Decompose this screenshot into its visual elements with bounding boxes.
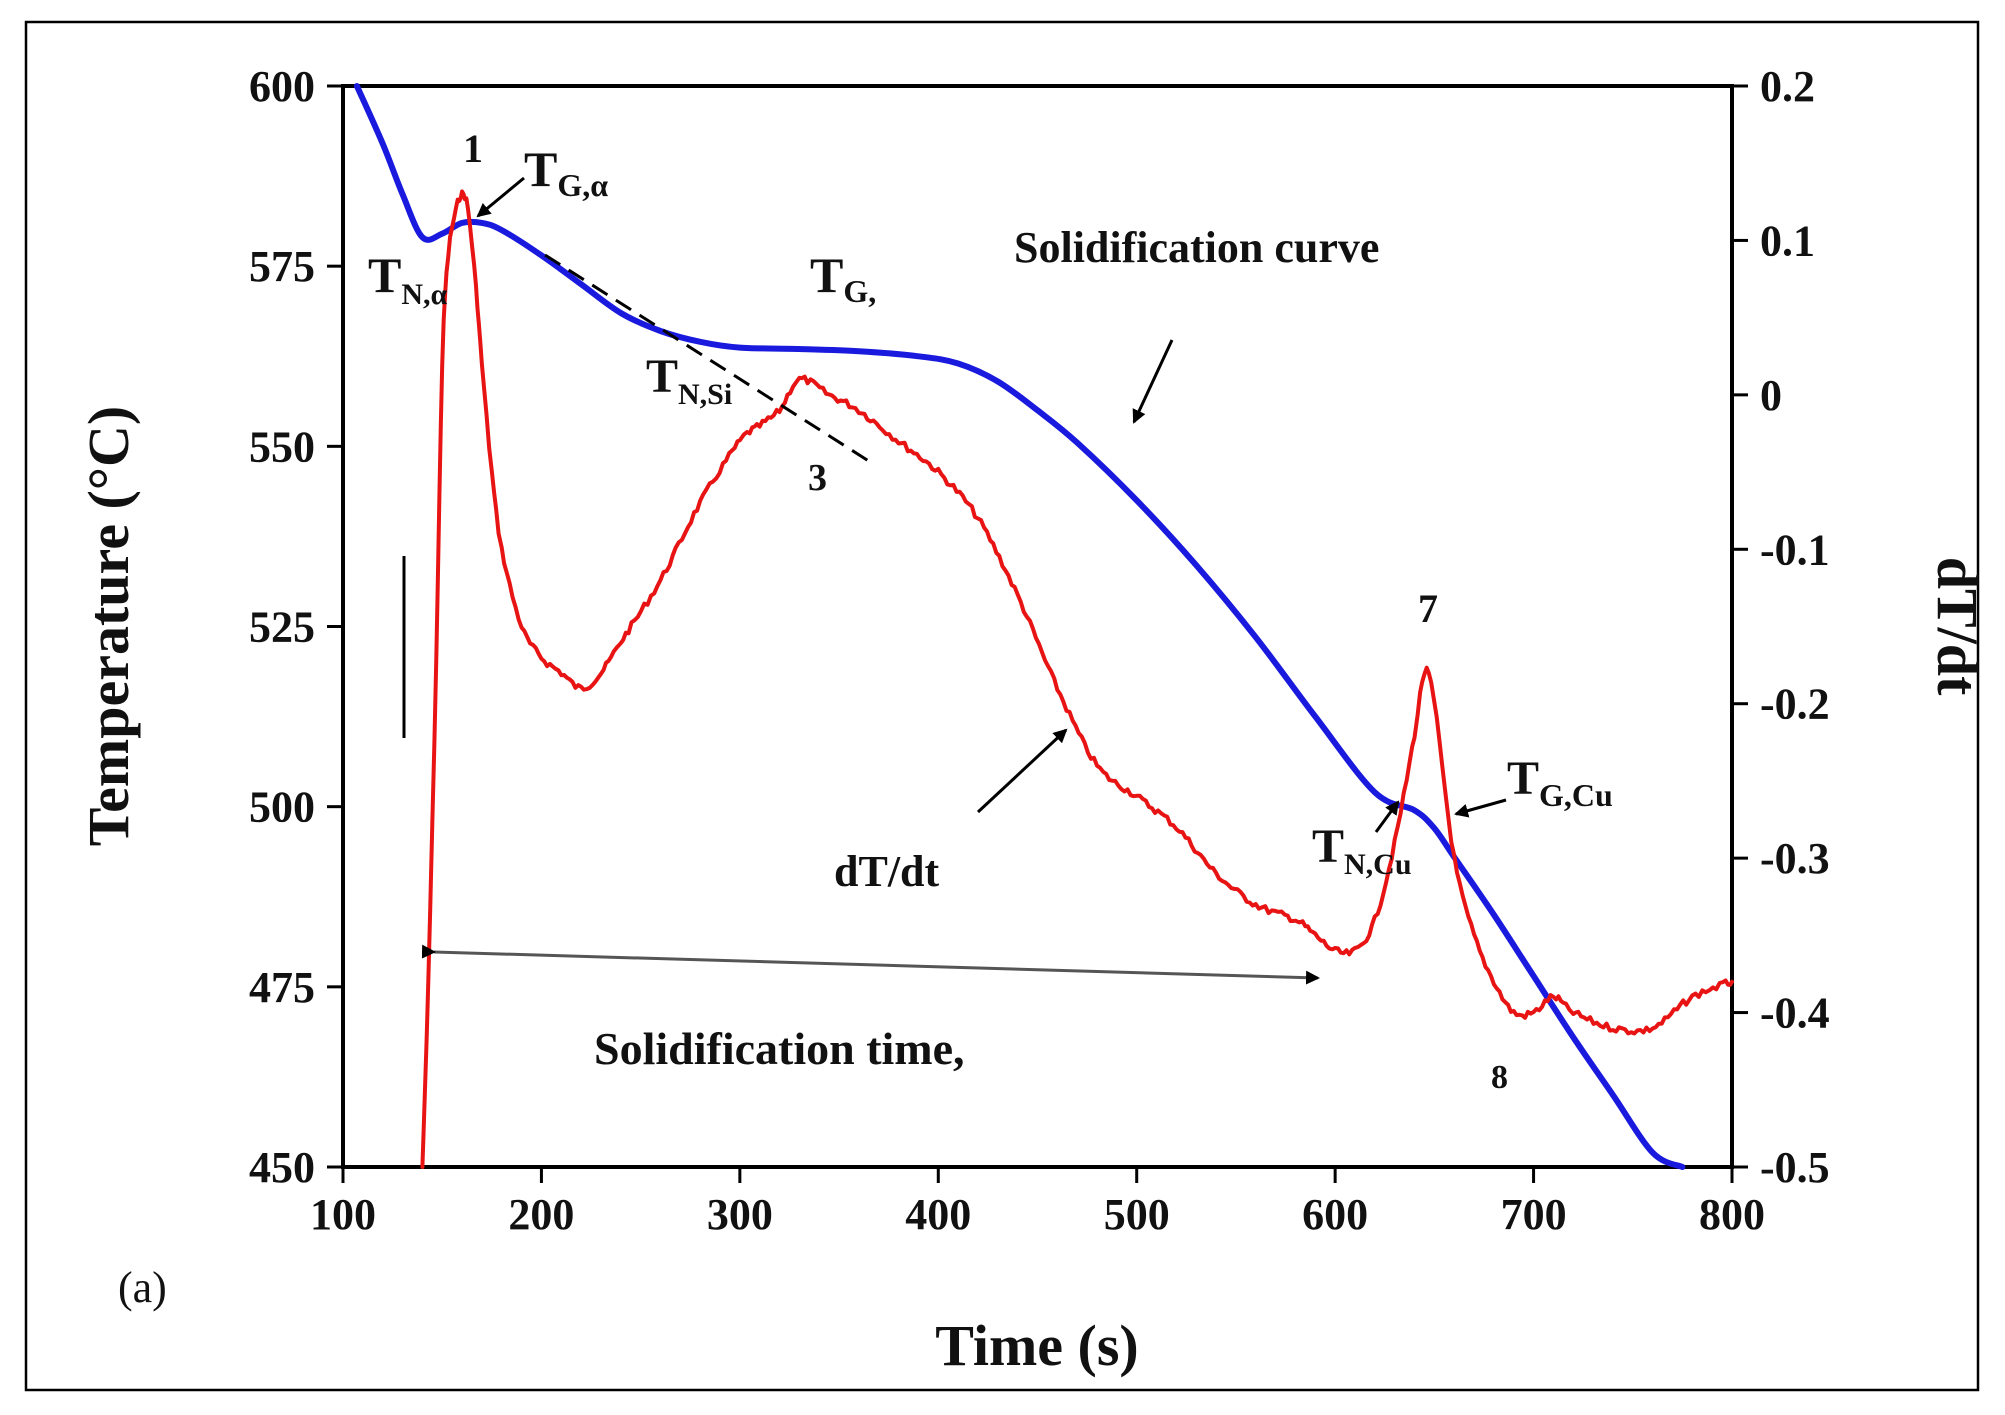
panel-label: (a) [118,1263,167,1312]
y-axis-title: Temperature (°C) [76,406,141,846]
t-n-cu-subscript: N,Cu [1344,848,1412,881]
tick-labels: 100 200 300 400 500 600 700 800 450 475 500 525 550 5… [249,62,1830,1239]
t-n-alpha-label: TN,α [368,247,448,311]
y-tick-label-0: 450 [249,1143,315,1192]
solidification-time-arrow [421,944,1320,985]
dtdt-curve-arrow [976,728,1068,814]
figure-frame [24,20,1980,1392]
t-n-si-label: TN,Si [646,350,732,411]
t-symbol: T [368,247,401,303]
t-g-cu-subscript: G,Cu [1539,777,1613,813]
t-symbol: T [646,350,678,403]
peak-7-label: 7 [1418,586,1438,631]
t-g-cu-arrow [1454,798,1507,818]
y2-tick-label-6: 0.1 [1760,216,1815,265]
x-tick-label-0: 100 [310,1190,376,1239]
x-tick-label-3: 400 [905,1190,971,1239]
y2-axis-title: dT/dt [1925,557,1990,696]
x-tick-label-7: 800 [1699,1190,1765,1239]
y2-tick-label-1: -0.4 [1760,989,1830,1038]
x-tick-label-4: 500 [1104,1190,1170,1239]
series-layer [353,83,1734,1170]
peak-3-label: 3 [808,457,827,499]
t-g-alpha-label: TG,α [524,141,608,203]
t-g-cu-label: TG,Cu [1507,752,1613,813]
t-n-si-subscript: N,Si [678,378,732,411]
y-tick-label-3: 525 [249,603,315,652]
derivative-curve-line [420,189,1734,1169]
x-axis-title: Time (s) [935,1313,1139,1378]
t-symbol: T [524,141,557,197]
x-tick-label-5: 600 [1302,1190,1368,1239]
t-symbol: T [810,247,843,303]
t-n-cu-arrow [1374,800,1400,833]
solidification-curve-label: Solidification curve [1014,223,1379,272]
y-tick-label-1: 475 [249,963,315,1012]
t-g-alpha-subscript: G,α [557,167,608,203]
dtdt-curve-label: dT/dt [834,847,940,896]
tangent-dashed-line [544,253,876,467]
solidification-time-label: Solidification time, [594,1023,965,1074]
t-n-cu-label: TN,Cu [1312,820,1412,881]
x-tick-label-1: 200 [508,1190,574,1239]
peak-8-label: 8 [1491,1059,1508,1096]
t-g-subscript: G, [843,273,876,309]
x-tick-label-6: 700 [1501,1190,1567,1239]
peak-1-label: 1 [463,126,483,171]
t-symbol: T [1507,752,1539,805]
y-tick-label-4: 550 [249,422,315,471]
t-g-label: TG, [810,247,876,309]
ticks [327,84,1748,1183]
y2-tick-label-0: -0.5 [1760,1143,1830,1192]
y-tick-label-2: 500 [249,783,315,832]
y2-tick-label-3: -0.2 [1760,680,1830,729]
y2-tick-label-5: 0 [1760,371,1782,420]
t-g-alpha-arrow [476,176,525,218]
solidification-curve-arrow [1132,339,1174,424]
x-tick-label-2: 300 [707,1190,773,1239]
y-tick-label-5: 575 [249,242,315,291]
y2-tick-label-4: -0.1 [1760,525,1830,574]
t-n-alpha-subscript: N,α [401,278,447,311]
y2-tick-label-7: 0.2 [1760,62,1815,111]
y-tick-label-6: 600 [249,62,315,111]
t-symbol: T [1312,820,1344,873]
y2-tick-label-2: -0.3 [1760,834,1830,883]
solidification-curve-line [353,83,1686,1170]
